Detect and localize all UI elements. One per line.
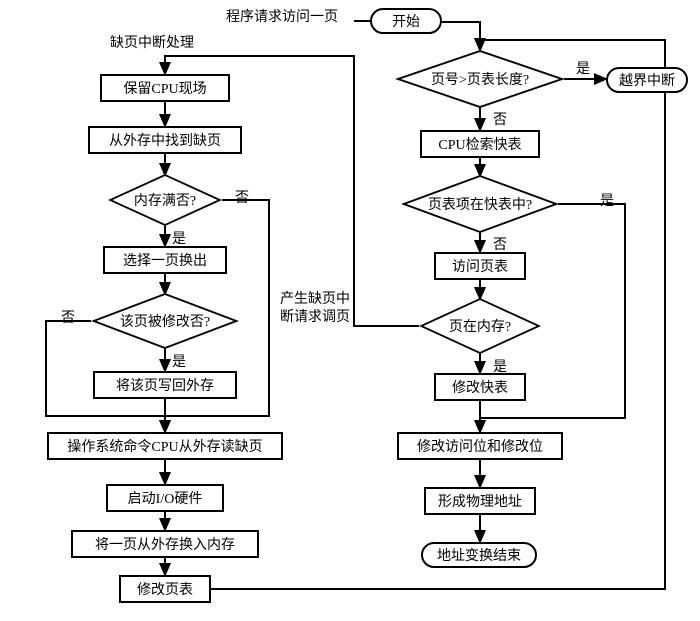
node-end: 地址变换结束 — [421, 542, 537, 568]
label-l_yes2: 是 — [600, 190, 614, 210]
node-label: 页表项在快表中? — [401, 175, 559, 233]
node-d_mem_full: 内存满否? — [108, 174, 222, 226]
node-r_os_cmd: 操作系统命令CPU从外存读缺页 — [47, 432, 283, 460]
node-start: 开始 — [370, 8, 442, 34]
node-d_page_len: 页号>页表长度? — [395, 50, 565, 108]
node-out_of_bounds: 越界中断 — [606, 67, 688, 93]
node-label: 内存满否? — [108, 174, 222, 226]
node-r_update_bits: 修改访问位和修改位 — [397, 432, 563, 460]
node-r_mod_tlb: 修改快表 — [434, 373, 526, 401]
label-l_req: 程序请求访问一页 — [226, 6, 338, 26]
label-l_yes3: 是 — [493, 356, 507, 376]
label-l_no_mf: 否 — [235, 187, 249, 207]
node-r_save_cpu: 保留CPU现场 — [100, 74, 230, 102]
node-d_dirty: 该页被修改否? — [91, 293, 239, 349]
node-r_find_ext: 从外存中找到缺页 — [88, 126, 242, 154]
node-r_start_io: 启动I/O硬件 — [106, 484, 224, 512]
node-r_cpu_search: CPU检索快表 — [420, 130, 540, 158]
node-r_evict: 选择一页换出 — [103, 246, 227, 274]
node-r_swap_in: 将一页从外存换入内存 — [71, 530, 259, 558]
label-l_pf1: 产生缺页中 — [280, 288, 350, 308]
label-l_yes_d: 是 — [172, 351, 186, 371]
label-l_no1: 否 — [493, 109, 507, 129]
node-r_mod_pt: 修改页表 — [119, 575, 211, 603]
label-l_yes1: 是 — [576, 58, 590, 78]
label-l_pf2: 断请求调页 — [280, 306, 350, 326]
flowchart-canvas: 开始越界中断地址变换结束 页号>页表长度? CPU检索快表页表项在快表中? 访问页表页… — [0, 0, 700, 621]
label-l_fault_hdr: 缺页中断处理 — [110, 32, 194, 52]
node-r_form_addr: 形成物理地址 — [424, 487, 536, 515]
node-r_writeback: 将该页写回外存 — [93, 371, 237, 399]
node-r_access_pt: 访问页表 — [434, 252, 526, 280]
node-label: 该页被修改否? — [91, 293, 239, 349]
node-label: 页号>页表长度? — [395, 50, 565, 108]
label-l_no2: 否 — [493, 234, 507, 254]
label-l_no_d: 否 — [61, 307, 75, 327]
node-d_in_mem: 页在内存? — [419, 298, 541, 354]
label-l_yes_mf: 是 — [172, 228, 186, 248]
node-d_tlb_hit: 页表项在快表中? — [401, 175, 559, 233]
node-label: 页在内存? — [419, 298, 541, 354]
edge — [442, 22, 480, 50]
